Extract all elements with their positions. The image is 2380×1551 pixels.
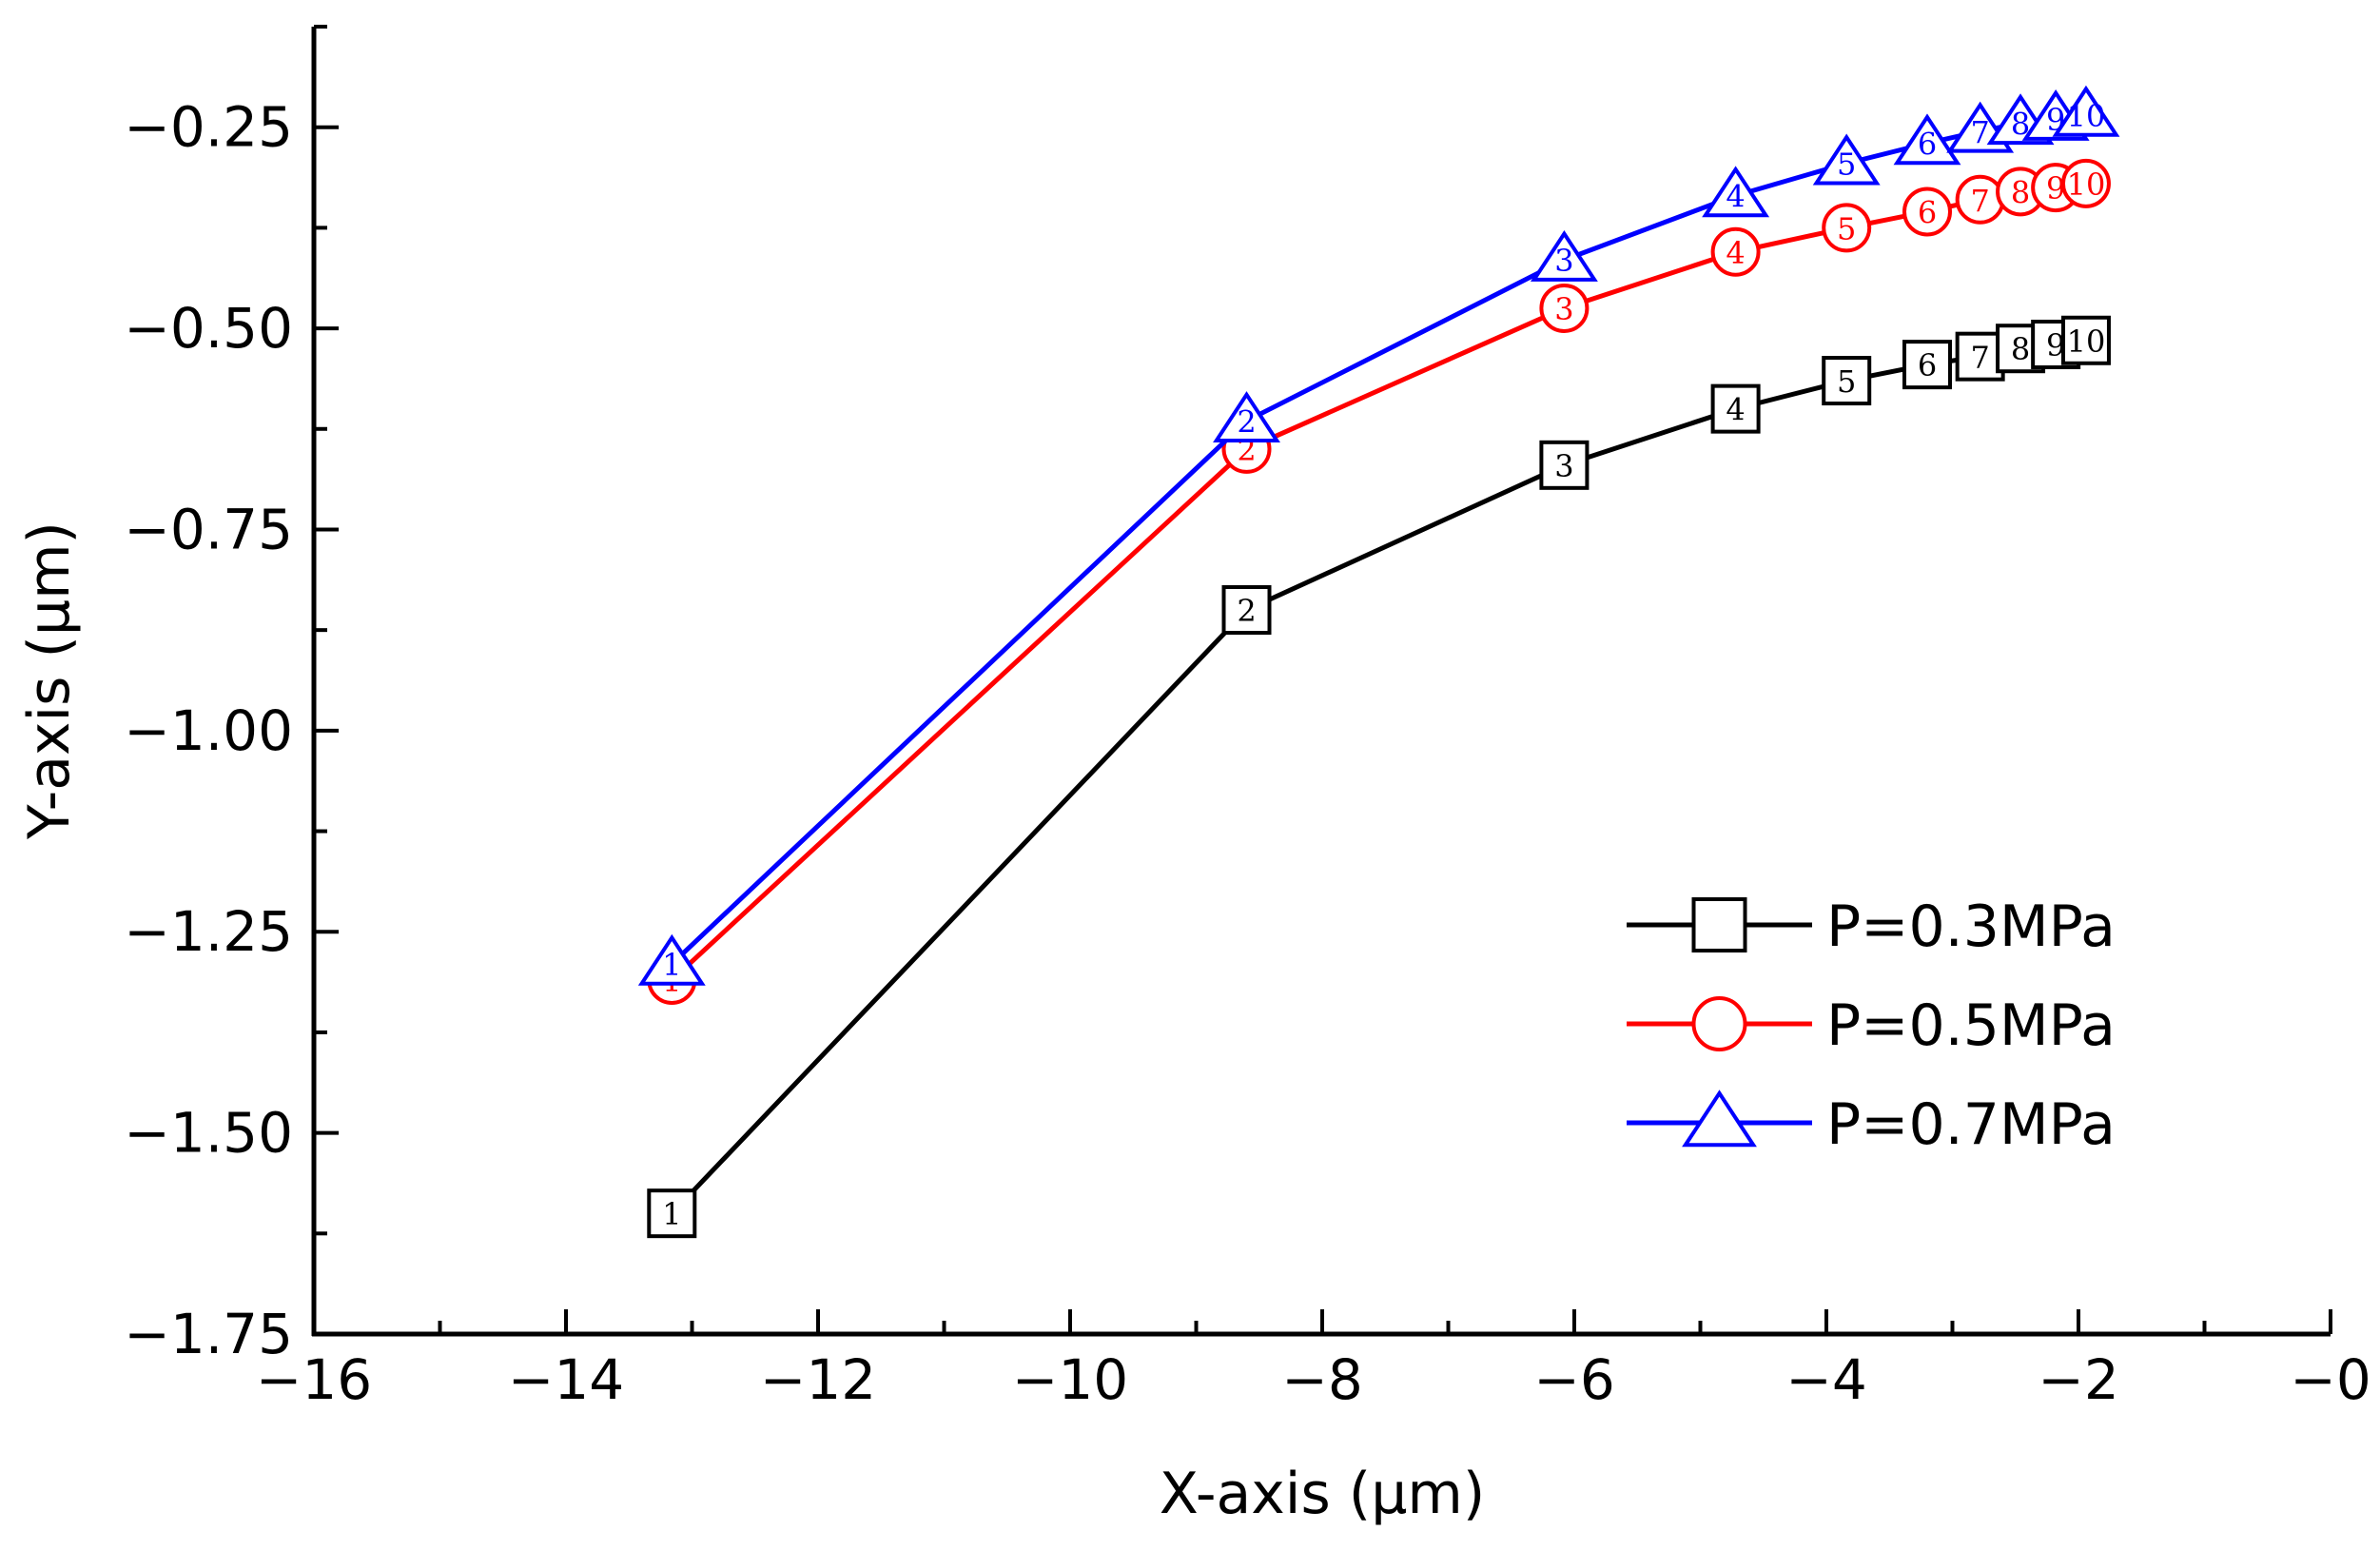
triangle-marker <box>2052 85 2120 137</box>
x-tick-label: −16 <box>256 1347 372 1412</box>
triangle-marker <box>1893 113 1961 166</box>
point-label: 4 <box>1726 392 1745 428</box>
square-marker <box>1691 897 1747 952</box>
x-tick-label: −6 <box>1533 1347 1615 1412</box>
point-label: 8 <box>2011 174 2030 210</box>
circle-marker <box>1822 203 1872 253</box>
series-line <box>670 181 2087 982</box>
x-tick-label: −8 <box>1281 1347 1363 1412</box>
x-tick-label: −14 <box>508 1347 624 1412</box>
plot-area: 123456789101234567891012345678910 <box>637 85 2120 1239</box>
point-label: 10 <box>2067 324 2106 360</box>
circle-marker <box>2060 158 2111 208</box>
triangle-marker <box>1682 1090 1757 1148</box>
point-label: 3 <box>1554 291 1573 327</box>
square-marker <box>1955 331 2005 382</box>
point-label: 10 <box>2067 167 2106 203</box>
point-label: 1 <box>662 1196 681 1232</box>
point-label: 3 <box>1554 243 1573 279</box>
point-label: 4 <box>1726 179 1745 215</box>
point-label: 9 <box>2046 327 2065 363</box>
point-label: 6 <box>1918 127 1937 163</box>
x-axis-title: X-axis (μm) <box>1160 1461 1485 1527</box>
triangle-marker <box>637 933 706 986</box>
x-tick-label: −12 <box>760 1347 876 1412</box>
y-tick-label: −0.50 <box>124 296 293 361</box>
legend-label: P=0.7MPa <box>1826 1091 2116 1158</box>
legend-label: P=0.5MPa <box>1826 992 2116 1059</box>
axes: −16 −14 −12 −10 −8 −6 −4 −2 −0 −1.75 −1.50 −1.25 −1.… <box>124 25 2371 1412</box>
square-marker <box>1902 340 1952 390</box>
legend-item: P=0.3MPa <box>1627 893 2116 960</box>
triangle-marker <box>1213 391 1280 443</box>
square-marker <box>1539 440 1590 490</box>
x-tick-label: −0 <box>2290 1347 2371 1412</box>
y-tick-label: −1.25 <box>124 899 293 964</box>
point-label: 6 <box>1918 347 1937 383</box>
triangle-marker <box>1702 166 1770 218</box>
triangle-marker <box>1530 229 1598 282</box>
square-marker <box>2060 315 2111 365</box>
square-marker <box>647 1188 697 1239</box>
series-line <box>670 112 2087 966</box>
y-tick-label: −1.50 <box>124 1101 293 1166</box>
point-label: 5 <box>1837 147 1856 183</box>
point-label: 8 <box>2011 106 2030 142</box>
y-tick-label: −0.75 <box>124 497 293 561</box>
point-label: 8 <box>2011 331 2030 367</box>
x-tick-label: −10 <box>1012 1347 1128 1412</box>
triangle-marker <box>1812 133 1881 186</box>
circle-marker <box>1539 283 1590 333</box>
y-tick-label: −0.25 <box>124 95 293 160</box>
circle-marker <box>1691 996 1747 1051</box>
point-label: 2 <box>1237 593 1256 629</box>
point-label: 7 <box>1970 114 1989 150</box>
point-label: 7 <box>1970 183 1989 219</box>
x-tick-label: −2 <box>2038 1347 2119 1412</box>
y-axis-title: Y-axis (μm) <box>16 521 83 840</box>
point-label: 10 <box>2067 98 2106 134</box>
point-label: 1 <box>662 947 681 983</box>
square-marker <box>1221 585 1272 636</box>
y-tick-label: −1.75 <box>124 1302 293 1366</box>
square-marker <box>1710 383 1761 434</box>
legend-label: P=0.3MPa <box>1826 893 2116 960</box>
circle-marker <box>1710 226 1761 277</box>
legend-item: P=0.5MPa <box>1627 992 2116 1059</box>
series-P=0.3MPa: 1 2 3 4 5 6 7 8 9 10 <box>647 315 2111 1239</box>
square-marker <box>1822 356 1872 406</box>
point-label: 7 <box>1970 340 1989 376</box>
circle-marker <box>1902 187 1952 237</box>
point-label: 2 <box>1237 403 1256 440</box>
y-tick-label: −1.00 <box>124 698 293 763</box>
point-label: 3 <box>1554 448 1573 484</box>
point-label: 6 <box>1918 194 1937 230</box>
point-label: 5 <box>1837 210 1856 246</box>
legend-item: P=0.7MPa <box>1627 1090 2116 1158</box>
point-label: 4 <box>1726 235 1745 271</box>
point-label: 5 <box>1837 363 1856 400</box>
x-tick-label: −4 <box>1785 1347 1867 1412</box>
legend: P=0.3MPa P=0.5MPa P=0.7MPa <box>1627 893 2116 1158</box>
series-line <box>670 338 2087 1215</box>
point-label: 9 <box>2046 170 2065 206</box>
